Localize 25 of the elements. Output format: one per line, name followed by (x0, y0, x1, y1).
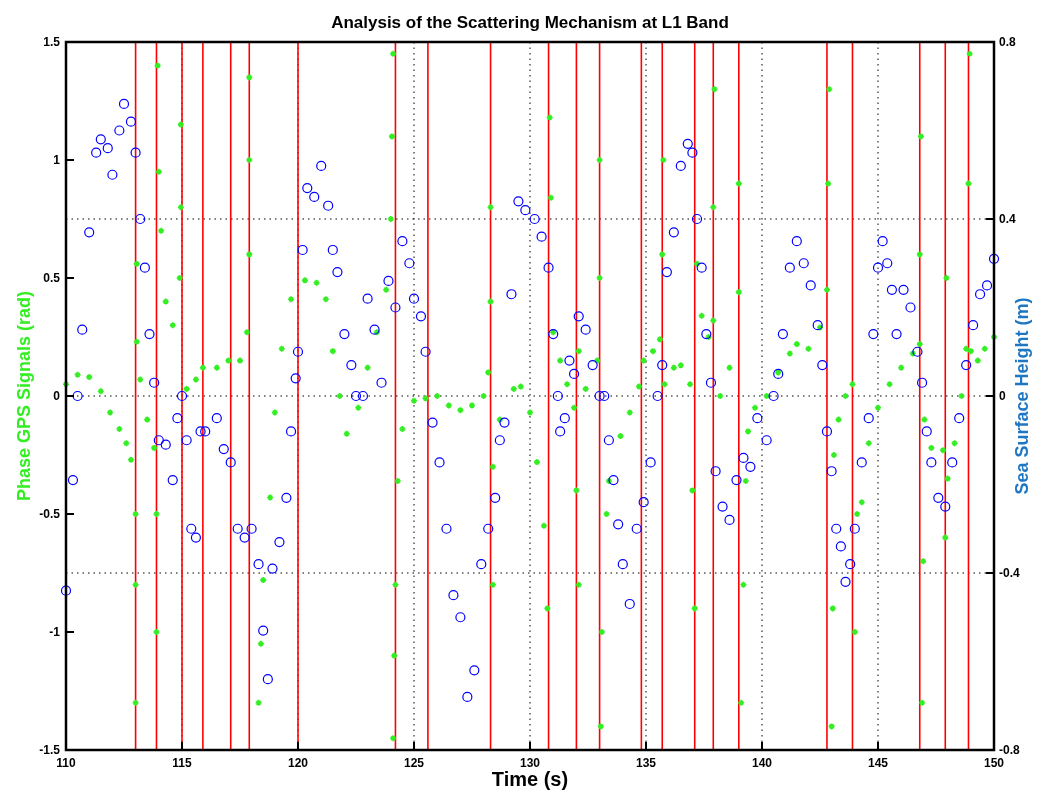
y-tick-label: 1 (53, 153, 61, 167)
x-tick-label: 150 (983, 756, 1005, 770)
x-tick-label: 145 (867, 756, 889, 770)
x-tick-label: 115 (172, 756, 193, 770)
x-tick-label: 120 (287, 756, 309, 770)
y2-tick-label: 0.8 (999, 35, 1017, 49)
x-tick-label: 130 (519, 756, 541, 770)
chart-title: Analysis of the Scattering Mechanism at L1 Band (331, 13, 729, 32)
x-tick-label: 135 (635, 756, 657, 770)
y2-tick-label: 0.4 (999, 212, 1017, 226)
y-tick-label: 0.5 (43, 271, 61, 285)
y2-axis-title: Sea Surface Height (m) (1012, 297, 1032, 495)
x-tick-label: 125 (403, 756, 425, 770)
y2-tick-label: 0 (999, 389, 1006, 403)
x-axis-title: Time (s) (491, 768, 569, 790)
y-tick-label: -1 (49, 625, 61, 639)
y-tick-label: -0.5 (39, 507, 61, 521)
y-tick-label: 1.5 (43, 35, 61, 49)
x-tick-label: 110 (56, 756, 77, 770)
y-axis-title: Phase GPS Signals (rad) (14, 290, 34, 502)
y-tick-label: 0 (53, 389, 61, 403)
x-tick-label: 140 (751, 756, 773, 770)
y2-tick-label: -0.8 (999, 743, 1020, 757)
y2-tick-label: -0.4 (999, 566, 1020, 580)
y-tick-label: -1.5 (39, 743, 61, 757)
